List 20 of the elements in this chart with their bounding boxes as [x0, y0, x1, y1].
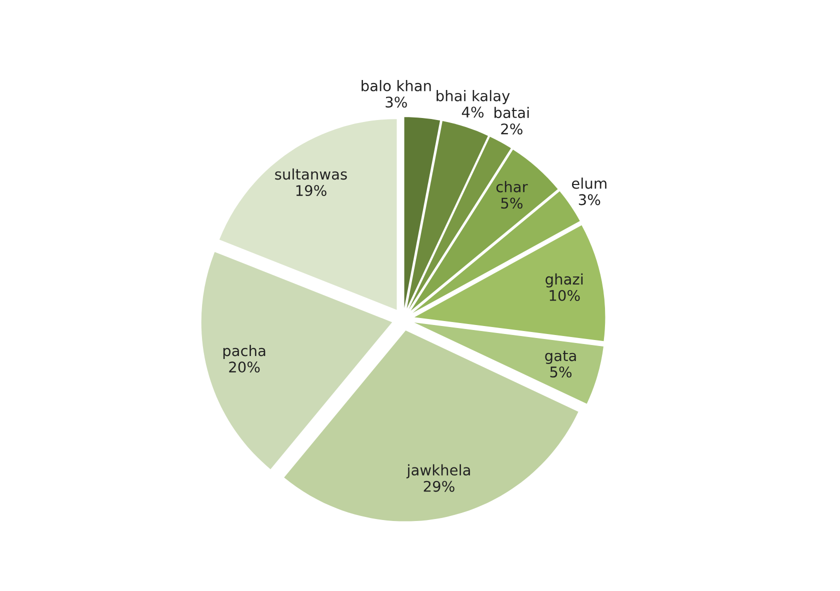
data-label: 29%	[424, 480, 454, 492]
slice-label: balo khan	[362, 80, 431, 92]
data-label: 3%	[578, 194, 600, 206]
data-label: 5%	[550, 366, 572, 378]
slice-label: batai	[494, 106, 529, 118]
slice-label: char	[496, 181, 528, 192]
data-label: 2%	[501, 123, 522, 134]
slice-label: pacha	[223, 344, 266, 360]
slice-label: sultanwas	[275, 168, 347, 180]
slice-label: gata	[545, 350, 576, 364]
data-label: 20%	[229, 362, 260, 373]
data-label: 3%	[386, 96, 407, 108]
slice-label: elum	[572, 178, 606, 189]
slice-label: jawkhela	[406, 464, 470, 478]
slice-label: bhai kalay	[436, 90, 510, 104]
data-label: 10%	[550, 290, 580, 301]
data-label: 4%	[462, 106, 484, 118]
data-label: 19%	[296, 185, 326, 196]
data-label: 5%	[501, 198, 522, 209]
slice-label: ghazi	[546, 273, 583, 288]
